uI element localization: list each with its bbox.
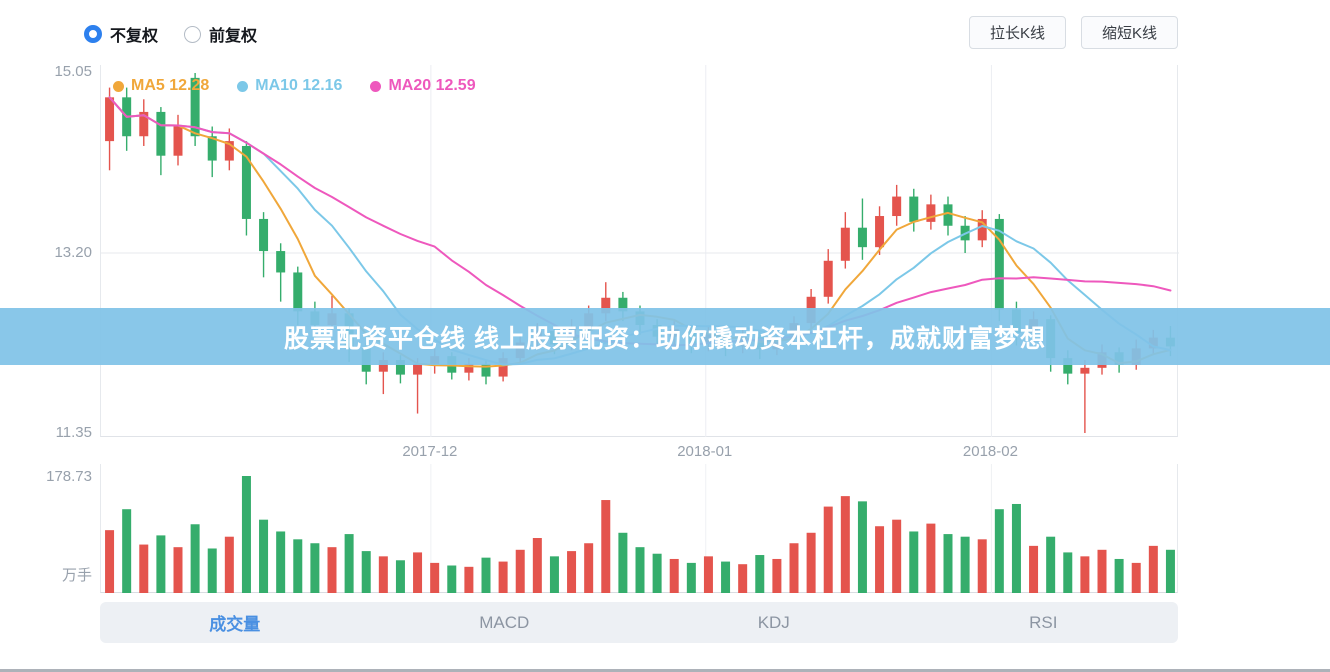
tab-macd[interactable]: MACD	[479, 612, 530, 632]
radio-checked-icon	[84, 25, 102, 43]
promo-banner: 股票配资平仓线 线上股票配资：助你撬动资本杠杆，成就财富梦想	[0, 308, 1330, 365]
radio-no-adjust[interactable]: 不复权	[84, 22, 158, 46]
volume-max-label: 178.73	[46, 468, 92, 485]
shorten-kline-button[interactable]: 缩短K线	[1080, 16, 1178, 49]
radio-no-adjust-label: 不复权	[110, 28, 159, 45]
radio-pre-adjust-label: 前复权	[209, 28, 258, 45]
lengthen-kline-button[interactable]: 拉长K线	[968, 16, 1066, 49]
ma20-dot-icon	[370, 80, 382, 92]
price-tick-top: 15.05	[54, 63, 92, 80]
price-y-axis: 15.05 13.20 11.35	[0, 63, 92, 441]
ma-legend: MA5 12.28 MA10 12.16 MA20 12.59	[113, 77, 476, 95]
tab-rsi[interactable]: RSI	[1029, 612, 1058, 632]
volume-y-axis: 178.73 万手	[0, 464, 92, 593]
legend-ma5: MA5 12.28	[113, 77, 209, 95]
promo-banner-text: 股票配资平仓线 线上股票配资：助你撬动资本杠杆，成就财富梦想	[284, 324, 1046, 353]
adjustment-radio-group: 不复权 前复权	[84, 22, 257, 46]
price-tick-bottom: 11.35	[55, 424, 92, 441]
volume-unit-label: 万手	[61, 567, 92, 584]
kline-buttons: 拉长K线 缩短K线	[968, 16, 1178, 49]
x-tick-dec: 2017-12	[402, 443, 458, 460]
candlestick-chart: MA5 12.28 MA10 12.16 MA20 12.59	[100, 65, 1179, 437]
legend-ma20-label: MA20 12.59	[388, 77, 476, 94]
legend-ma10: MA10 12.16	[237, 77, 342, 95]
date-x-axis: 2017-12 2018-01 2018-02	[100, 443, 1178, 463]
radio-unchecked-icon	[184, 25, 202, 43]
volume-chart	[100, 464, 1178, 593]
legend-ma10-label: MA10 12.16	[255, 77, 343, 94]
price-tick-mid: 13.20	[54, 244, 92, 261]
legend-ma5-label: MA5 12.28	[131, 77, 210, 94]
ma5-dot-icon	[113, 80, 124, 92]
volume-chart-svg	[105, 464, 1175, 593]
legend-ma20: MA20 12.59	[370, 77, 476, 95]
bottom-divider	[0, 669, 1330, 672]
x-tick-jan: 2018-01	[677, 443, 733, 460]
tab-kdj[interactable]: KDJ	[757, 612, 790, 632]
indicator-tabbar: 成交量 MACD KDJ RSI	[100, 602, 1178, 643]
x-tick-feb: 2018-02	[962, 443, 1018, 460]
radio-pre-adjust[interactable]: 前复权	[184, 22, 257, 46]
ma10-dot-icon	[237, 80, 249, 92]
candlestick-chart-svg	[101, 65, 1179, 437]
tab-volume[interactable]: 成交量	[209, 615, 261, 634]
